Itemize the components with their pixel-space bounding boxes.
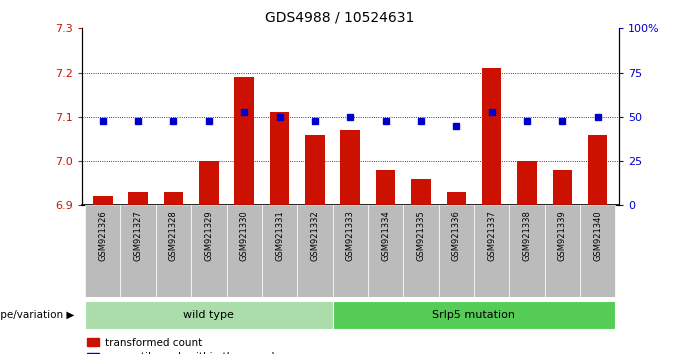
Bar [297,205,333,297]
Bar [93,196,112,205]
Bar [191,205,226,297]
Bar [333,205,368,297]
Text: Srlp5 mutation: Srlp5 mutation [432,310,515,320]
Text: GSM921333: GSM921333 [345,210,355,261]
Bar [588,135,607,205]
Bar [474,205,509,297]
Bar [164,192,183,205]
Bar [368,205,403,297]
Text: GSM921329: GSM921329 [204,210,214,261]
Legend: transformed count, percentile rank within the sample: transformed count, percentile rank withi… [87,338,280,354]
Text: GSM921340: GSM921340 [593,210,602,261]
Text: GSM921339: GSM921339 [558,210,566,261]
Text: wild type: wild type [184,310,235,320]
Bar [580,205,615,297]
Bar [403,205,439,297]
Bar [439,205,474,297]
Bar [509,205,545,297]
Text: GSM921328: GSM921328 [169,210,178,261]
Bar [235,77,254,205]
Bar [482,68,501,205]
Text: GSM921337: GSM921337 [487,210,496,261]
Text: GDS4988 / 10524631: GDS4988 / 10524631 [265,11,415,25]
Text: GSM921326: GSM921326 [99,210,107,261]
Bar [305,135,324,205]
Text: GSM921336: GSM921336 [452,210,461,261]
Bar [341,130,360,205]
Text: GSM921331: GSM921331 [275,210,284,261]
Bar [226,205,262,297]
Bar [376,170,395,205]
Bar [120,205,156,297]
Text: GSM921338: GSM921338 [522,210,531,261]
Text: GSM921334: GSM921334 [381,210,390,261]
Bar [156,205,191,297]
Bar [262,205,297,297]
Bar [447,192,466,205]
Text: GSM921335: GSM921335 [416,210,426,261]
Bar [333,301,615,329]
Text: genotype/variation ▶: genotype/variation ▶ [0,310,75,320]
Text: GSM921332: GSM921332 [310,210,320,261]
Bar [545,205,580,297]
Bar [129,192,148,205]
Bar [85,301,333,329]
Bar [270,113,289,205]
Bar [85,205,120,297]
Text: GSM921327: GSM921327 [134,210,143,261]
Bar [553,170,572,205]
Text: GSM921330: GSM921330 [239,210,249,261]
Bar [199,161,218,205]
Bar [411,179,430,205]
Bar [517,161,537,205]
